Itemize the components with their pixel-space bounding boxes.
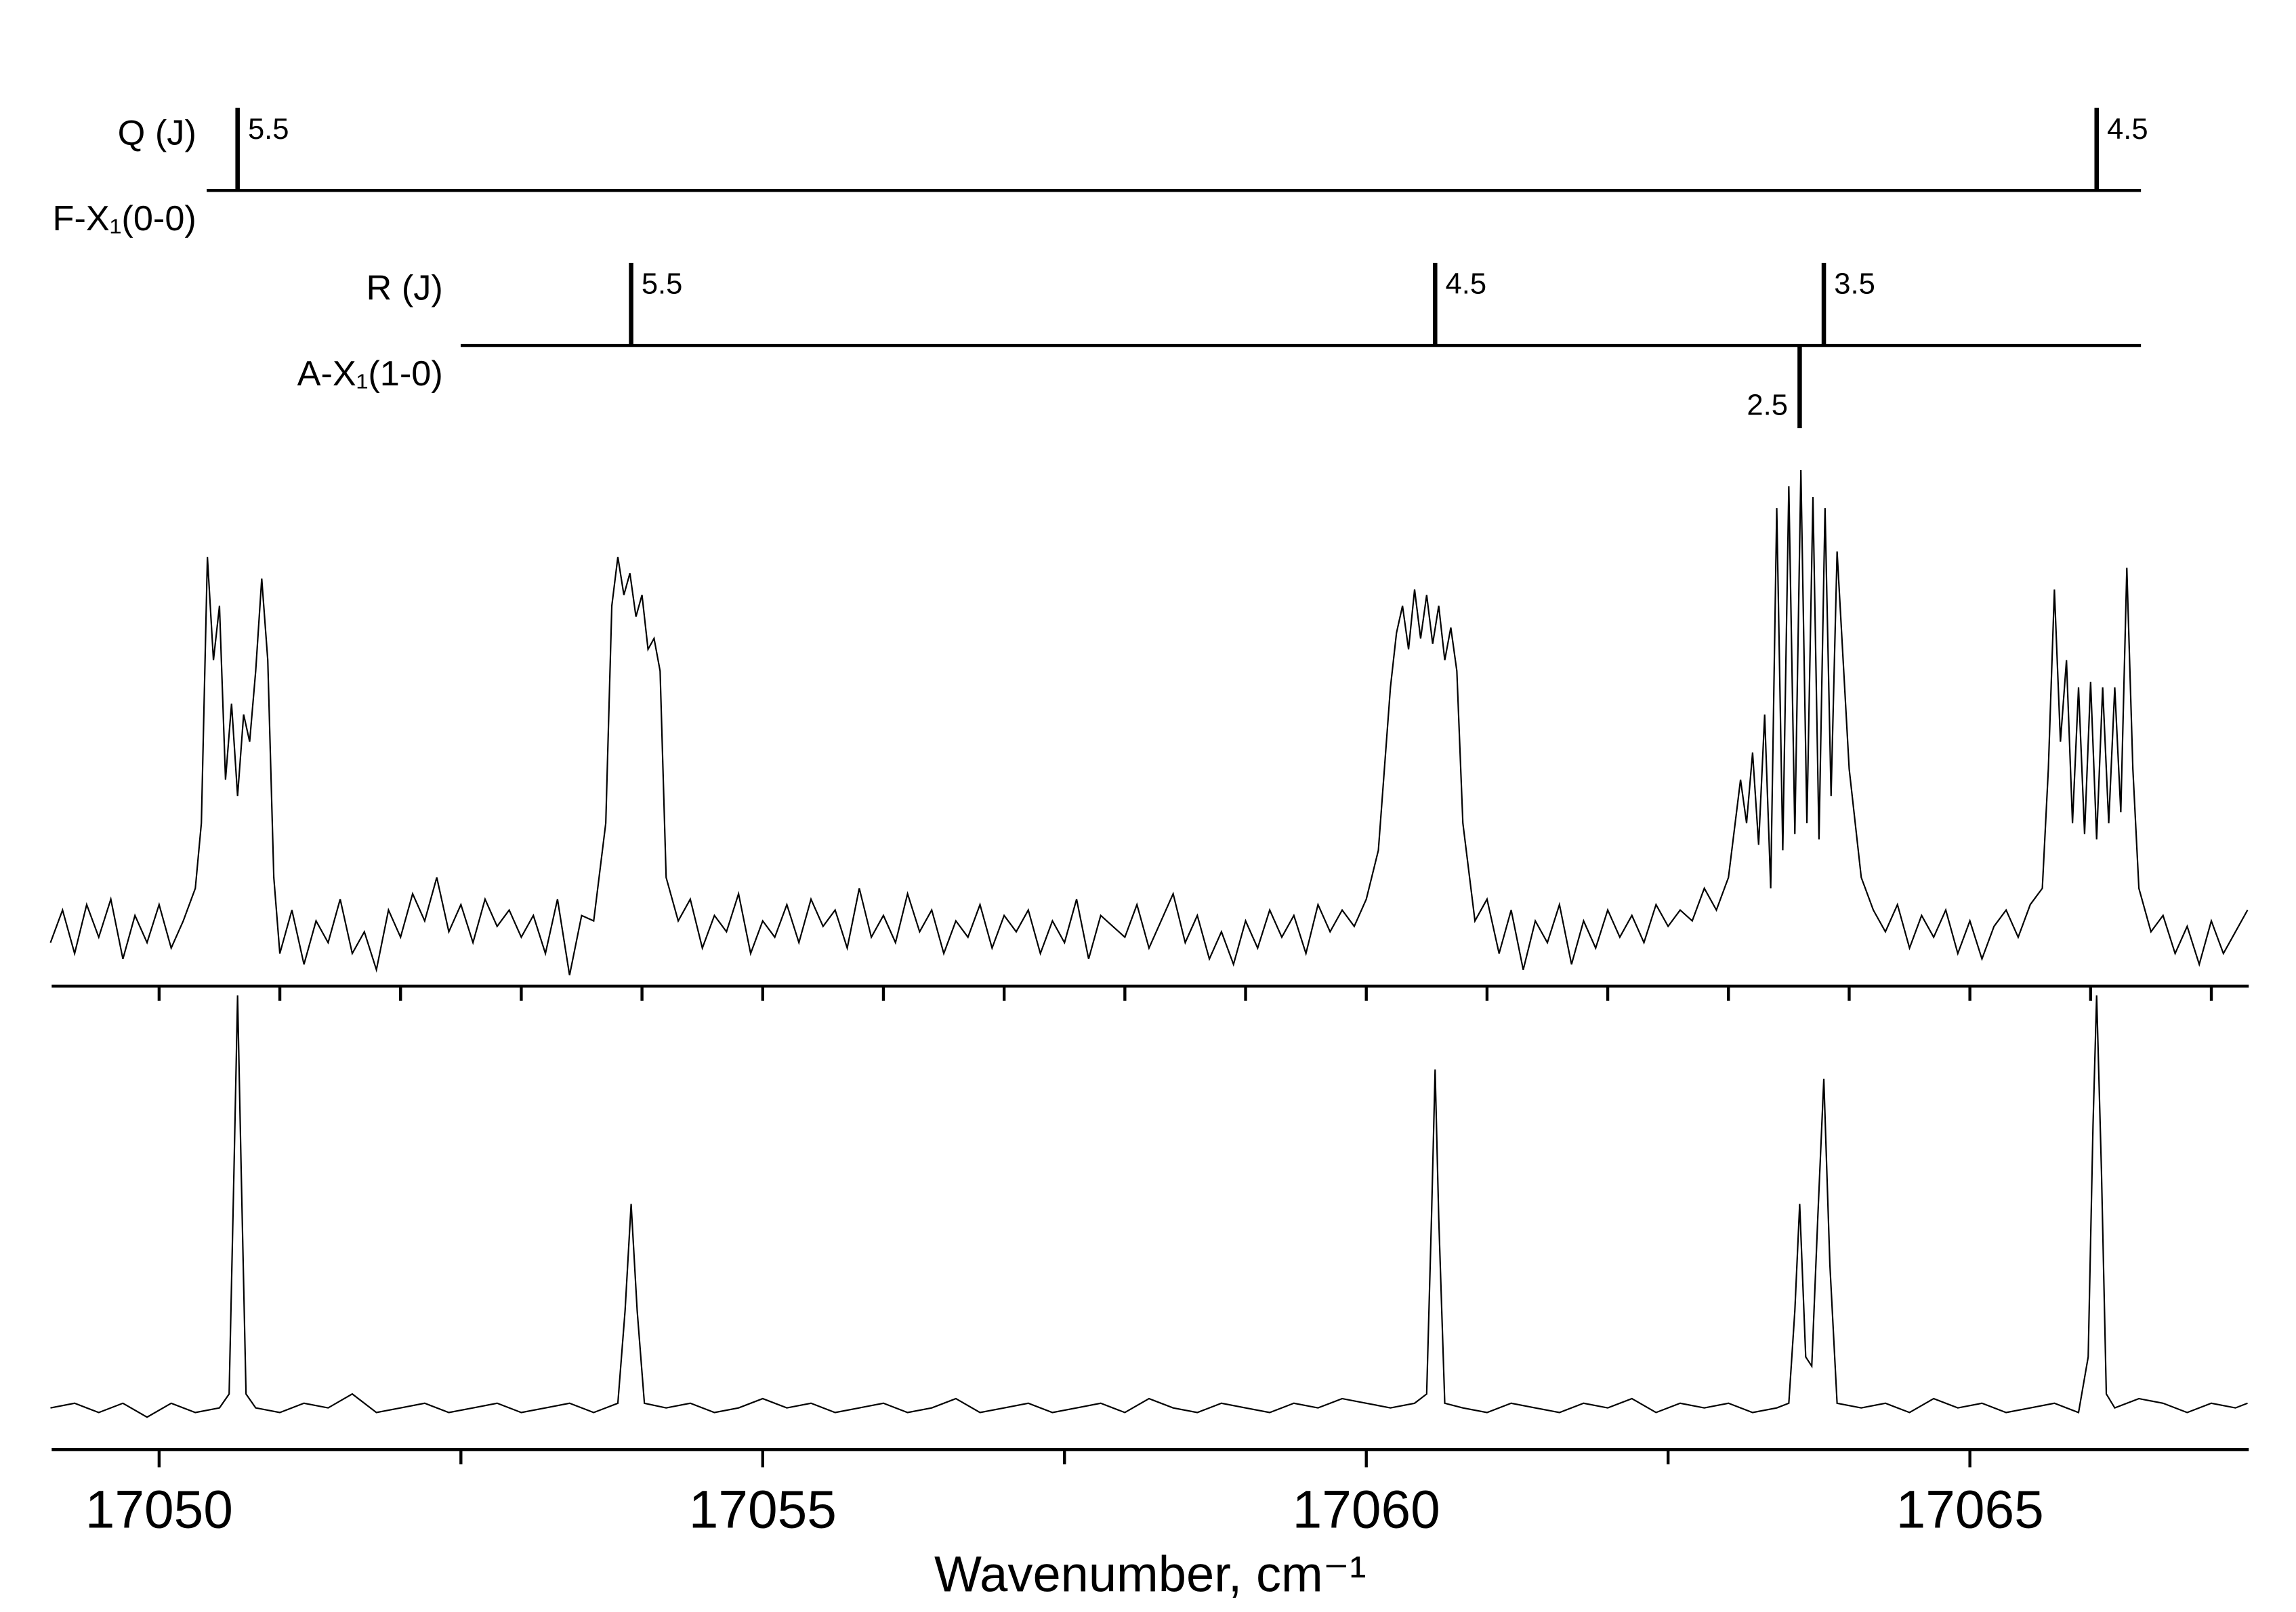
band-label: A-X₁(1-0) — [297, 354, 443, 394]
band-label: F-X₁(0-0) — [53, 199, 196, 238]
x-tick-label: 17060 — [1293, 1480, 1440, 1540]
x-tick-label: 17055 — [689, 1480, 837, 1540]
assignment-label: 4.5 — [1446, 268, 1487, 301]
x-axis-label: Wavenumber, cm⁻¹ — [934, 1546, 1366, 1602]
spectrum-line — [50, 995, 2248, 1418]
assignment-label: 5.5 — [642, 268, 683, 301]
assignment-label: 4.5 — [2107, 113, 2148, 146]
assignment-label: 3.5 — [1834, 268, 1875, 301]
x-tick-label: 17065 — [1896, 1480, 2044, 1540]
branch-label: Q (J) — [118, 114, 196, 153]
x-tick-label: 17050 — [85, 1480, 233, 1540]
assignment-label: 2.5 — [1747, 389, 1788, 421]
spectrum-line — [49, 469, 2249, 976]
assignment-label: 5.5 — [248, 113, 289, 146]
branch-label: R (J) — [367, 268, 443, 307]
